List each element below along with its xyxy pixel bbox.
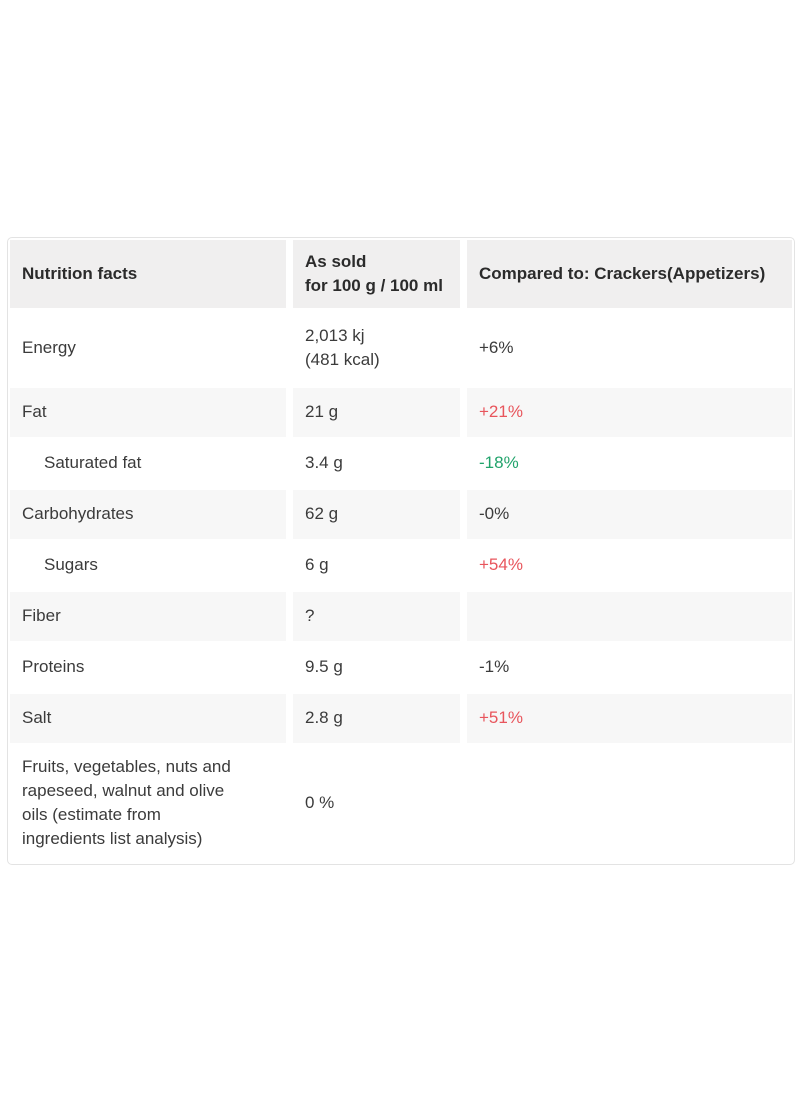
row-value: 3.4 g (288, 439, 460, 488)
table-row-fat: Fat 21 g +21% (10, 388, 792, 437)
row-label: Sugars (44, 555, 98, 575)
row-label: Proteins (22, 657, 85, 677)
table-row-energy: Energy 2,013 kj (481 kcal) +6% (10, 310, 792, 386)
row-value: 9.5 g (288, 643, 460, 692)
row-comparison: -0% (462, 490, 792, 539)
header-compared-to: Compared to: Crackers(Appetizers) (462, 240, 792, 308)
nutrition-table-header: Nutrition facts As sold for 100 g / 100 … (10, 240, 792, 308)
row-label: Energy (22, 337, 76, 357)
row-value: 0 % (288, 745, 460, 862)
row-label: Carbohydrates (10, 490, 286, 539)
row-label: Saturated fat (44, 453, 142, 473)
row-comparison (462, 592, 792, 641)
row-comparison (462, 745, 792, 862)
row-label: Fruits, vegetables, nuts and rapeseed, w… (22, 757, 231, 849)
row-label: Fat (10, 388, 286, 437)
header-row: Nutrition facts As sold for 100 g / 100 … (10, 240, 792, 308)
table-row-fiber: Fiber ? (10, 592, 792, 641)
table-row-fruits-vegetables-nuts: Fruits, vegetables, nuts and rapeseed, w… (10, 745, 792, 862)
table-row-carbohydrates: Carbohydrates 62 g -0% (10, 490, 792, 539)
nutrition-facts-table-container: Nutrition facts As sold for 100 g / 100 … (7, 237, 795, 865)
row-value: 21 g (288, 388, 460, 437)
header-as-sold: As sold for 100 g / 100 ml (288, 240, 460, 308)
row-comparison: +21% (462, 388, 792, 437)
row-value: 2.8 g (288, 694, 460, 743)
row-comparison: +51% (462, 694, 792, 743)
table-row-salt: Salt 2.8 g +51% (10, 694, 792, 743)
row-comparison: -1% (462, 643, 792, 692)
row-comparison: -18% (462, 439, 792, 488)
nutrition-facts-table: Nutrition facts As sold for 100 g / 100 … (8, 238, 794, 864)
table-row-proteins: Proteins 9.5 g -1% (10, 643, 792, 692)
row-label: Salt (10, 694, 286, 743)
row-value: 2,013 kj (481 kcal) (288, 310, 460, 386)
header-nutrition-facts: Nutrition facts (10, 240, 286, 308)
row-label: Fiber (10, 592, 286, 641)
nutrition-table-body: Energy 2,013 kj (481 kcal) +6% Fat 21 g … (10, 310, 792, 862)
row-comparison: +6% (462, 310, 792, 386)
table-row-sugars: Sugars 6 g +54% (10, 541, 792, 590)
row-value: 6 g (288, 541, 460, 590)
table-row-saturated-fat: Saturated fat 3.4 g -18% (10, 439, 792, 488)
row-comparison: +54% (462, 541, 792, 590)
row-value: 62 g (288, 490, 460, 539)
row-value: ? (288, 592, 460, 641)
